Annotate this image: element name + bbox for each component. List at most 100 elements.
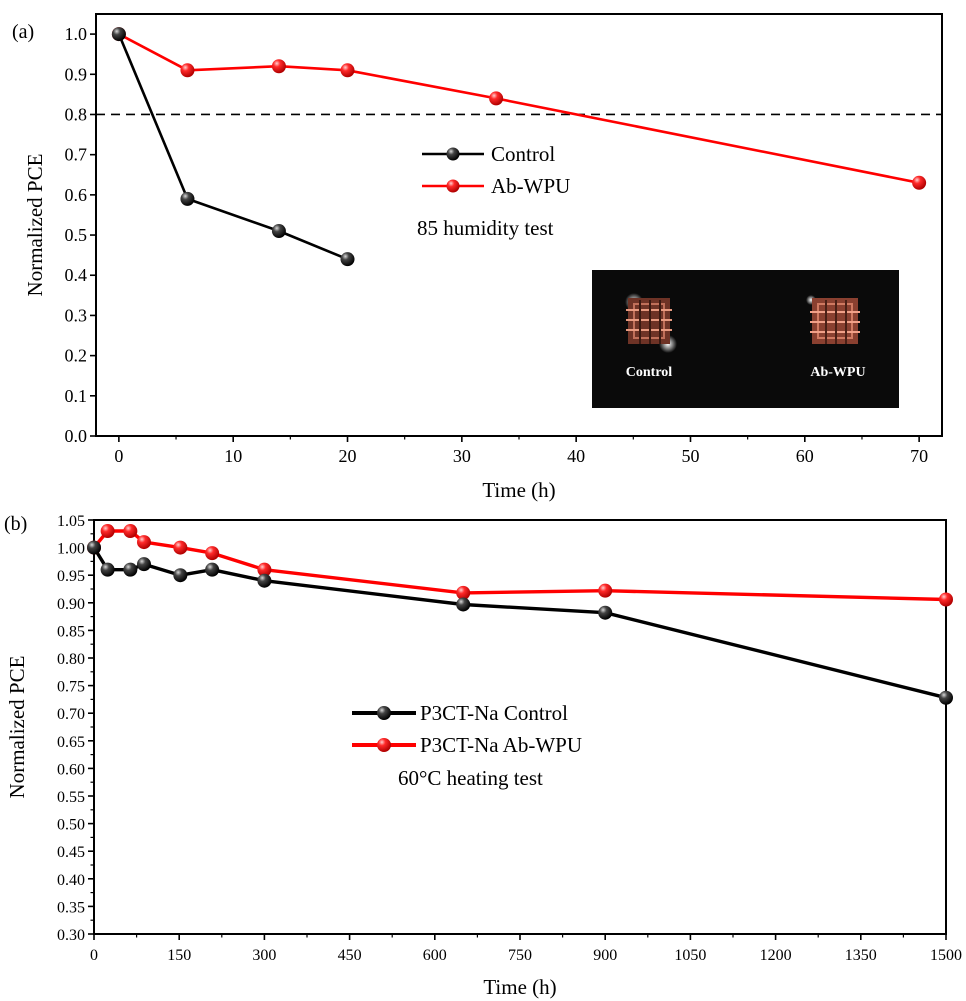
data-point bbox=[271, 59, 286, 74]
panel-b-series bbox=[87, 524, 953, 705]
x-tick-label: 50 bbox=[681, 446, 699, 466]
data-point bbox=[598, 583, 613, 598]
panel-b-y-axis-label: Normalized PCE bbox=[5, 656, 29, 799]
panel-b-plot-frame bbox=[93, 519, 947, 935]
legend-p3ct-abwpu-label: P3CT-Na Ab-WPU bbox=[420, 733, 582, 757]
x-tick-label: 150 bbox=[167, 947, 191, 964]
y-tick-label: 0.35 bbox=[57, 899, 85, 916]
y-tick-label: 0.85 bbox=[57, 623, 85, 640]
x-tick-label: 750 bbox=[508, 947, 532, 964]
y-tick-label: 0.90 bbox=[57, 596, 85, 613]
x-tick-label: 300 bbox=[252, 947, 276, 964]
series-line-0 bbox=[117, 33, 348, 261]
data-point bbox=[123, 562, 138, 577]
x-tick-label: 1350 bbox=[845, 947, 877, 964]
x-tick-label: 20 bbox=[339, 446, 357, 466]
x-tick-label: 1200 bbox=[760, 947, 792, 964]
y-tick-label: 0.70 bbox=[57, 706, 85, 723]
panel-b-legend: P3CT-Na Control P3CT-Na Ab-WPU bbox=[352, 701, 582, 757]
data-point bbox=[598, 605, 613, 620]
device-photo-control bbox=[625, 293, 677, 353]
legend-p3ct-control-label: P3CT-Na Control bbox=[420, 701, 568, 725]
legend-control-label: Control bbox=[491, 142, 555, 166]
y-tick-label: 0.30 bbox=[57, 927, 85, 944]
data-point bbox=[173, 568, 188, 583]
data-point bbox=[939, 690, 953, 705]
y-tick-label: 0.40 bbox=[57, 872, 85, 889]
panel-b-x-axis-label: Time (h) bbox=[483, 975, 556, 999]
y-tick-label: 0.9 bbox=[65, 64, 88, 84]
series-line-1 bbox=[92, 529, 947, 602]
x-tick-label: 30 bbox=[453, 446, 471, 466]
data-point bbox=[123, 524, 138, 539]
y-tick-label: 0.55 bbox=[57, 789, 85, 806]
x-tick-label: 40 bbox=[567, 446, 585, 466]
panel-a-legend: Control Ab-WPU bbox=[422, 142, 570, 198]
y-tick-label: 0.1 bbox=[65, 386, 88, 406]
panel-a-x-axis-label: Time (h) bbox=[482, 478, 555, 502]
series-line-1 bbox=[118, 32, 920, 185]
y-tick-label: 0.4 bbox=[65, 265, 88, 285]
data-point bbox=[100, 562, 115, 577]
data-point bbox=[456, 597, 471, 612]
panel-a-series bbox=[111, 27, 927, 267]
y-tick-label: 0.60 bbox=[57, 761, 85, 778]
x-tick-label: 70 bbox=[910, 446, 928, 466]
data-point bbox=[111, 27, 126, 42]
x-tick-label: 0 bbox=[90, 947, 98, 964]
inset-label-control: Control bbox=[626, 365, 673, 380]
data-point bbox=[939, 592, 953, 607]
y-tick-label: 1.05 bbox=[57, 513, 85, 530]
inset-photo: Control Ab-WPU bbox=[592, 270, 899, 408]
panel-b-annotation: 60°C heating test bbox=[398, 766, 543, 790]
x-tick-label: 0 bbox=[114, 446, 123, 466]
data-point bbox=[136, 557, 151, 572]
x-tick-label: 1050 bbox=[674, 947, 706, 964]
panel-a: (a) 0 10 20 30 40 50 60 70 0.0 0.1 0.2 0.3 0.4 0.5 0.6… bbox=[12, 13, 943, 502]
y-tick-label: 0.6 bbox=[65, 185, 88, 205]
panel-b: (b) 0 150 300 450 600 750 900 1050 1200 1350 15000… bbox=[4, 513, 962, 999]
data-point bbox=[271, 224, 286, 239]
data-point bbox=[257, 562, 272, 577]
legend-p3ct-abwpu-marker bbox=[377, 738, 391, 752]
panel-a-label: (a) bbox=[12, 21, 34, 43]
y-tick-label: 0.65 bbox=[57, 734, 85, 751]
data-point bbox=[180, 191, 195, 206]
x-tick-label: 450 bbox=[338, 947, 362, 964]
y-tick-label: 0.0 bbox=[65, 426, 88, 446]
legend-control-marker bbox=[446, 147, 460, 161]
data-point bbox=[100, 524, 115, 539]
data-point bbox=[180, 63, 195, 78]
data-point bbox=[489, 91, 504, 106]
y-tick-label: 0.50 bbox=[57, 817, 85, 834]
device-photo-abwpu bbox=[806, 295, 860, 344]
panel-a-y-axis-label: Normalized PCE bbox=[23, 154, 47, 297]
data-point bbox=[205, 562, 220, 577]
legend-abwpu-marker bbox=[446, 179, 460, 193]
panel-a-axis-ticks: 0 10 20 30 40 50 60 70 0.0 0.1 0.2 0.3 0.4 0.5 0.6 0.7 0… bbox=[65, 24, 929, 466]
legend-p3ct-control-marker bbox=[377, 706, 391, 720]
y-tick-label: 0.2 bbox=[65, 346, 88, 366]
x-tick-label: 600 bbox=[423, 947, 447, 964]
series-line-0 bbox=[92, 546, 947, 700]
data-point bbox=[340, 252, 355, 267]
data-point bbox=[136, 535, 151, 550]
x-tick-label: 60 bbox=[796, 446, 814, 466]
y-tick-label: 1.0 bbox=[65, 24, 88, 44]
x-tick-label: 10 bbox=[224, 446, 242, 466]
y-tick-label: 0.45 bbox=[57, 844, 85, 861]
legend-abwpu-label: Ab-WPU bbox=[491, 174, 570, 198]
data-point bbox=[340, 63, 355, 78]
y-tick-label: 0.8 bbox=[65, 104, 88, 124]
panel-b-axis-ticks: 0 150 300 450 600 750 900 1050 1200 1350 1500 0.30 0… bbox=[57, 513, 962, 964]
y-tick-label: 0.95 bbox=[57, 568, 85, 585]
data-point bbox=[456, 585, 471, 600]
y-tick-label: 1.00 bbox=[57, 541, 85, 558]
x-tick-label: 900 bbox=[593, 947, 617, 964]
y-tick-label: 0.3 bbox=[65, 305, 88, 325]
data-point bbox=[173, 540, 188, 555]
y-tick-label: 0.75 bbox=[57, 679, 85, 696]
data-point bbox=[205, 546, 220, 561]
y-tick-label: 0.80 bbox=[57, 651, 85, 668]
